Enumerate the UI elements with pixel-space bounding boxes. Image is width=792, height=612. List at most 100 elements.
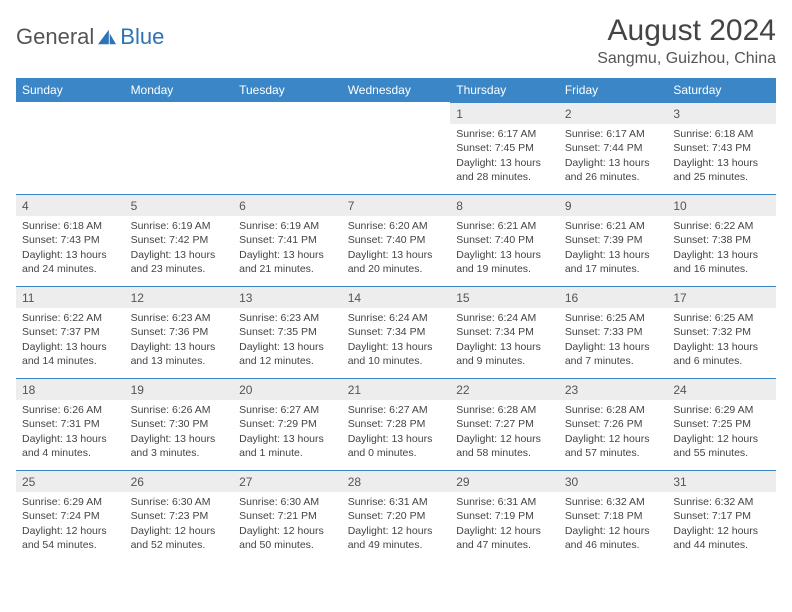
daylight-text: Daylight: 13 hours and 1 minute. [239,432,336,460]
sail-icon [96,28,118,46]
day-header: Tuesday [233,78,342,102]
sunrise-text: Sunrise: 6:23 AM [131,311,228,325]
calendar-week: 4Sunrise: 6:18 AMSunset: 7:43 PMDaylight… [16,194,776,286]
sunrise-text: Sunrise: 6:32 AM [673,495,770,509]
daylight-text: Daylight: 12 hours and 46 minutes. [565,524,662,552]
daylight-text: Daylight: 13 hours and 7 minutes. [565,340,662,368]
calendar-day: 31Sunrise: 6:32 AMSunset: 7:17 PMDayligh… [667,470,776,562]
sunrise-text: Sunrise: 6:19 AM [131,219,228,233]
calendar-day: 1Sunrise: 6:17 AMSunset: 7:45 PMDaylight… [450,102,559,194]
sunrise-text: Sunrise: 6:30 AM [131,495,228,509]
day-details: Sunrise: 6:29 AMSunset: 7:25 PMDaylight:… [667,400,776,464]
sunset-text: Sunset: 7:34 PM [348,325,445,339]
day-details: Sunrise: 6:27 AMSunset: 7:29 PMDaylight:… [233,400,342,464]
day-details: Sunrise: 6:27 AMSunset: 7:28 PMDaylight:… [342,400,451,464]
sunset-text: Sunset: 7:21 PM [239,509,336,523]
calendar-day: 29Sunrise: 6:31 AMSunset: 7:19 PMDayligh… [450,470,559,562]
sunset-text: Sunset: 7:27 PM [456,417,553,431]
calendar-day [342,102,451,194]
sunrise-text: Sunrise: 6:30 AM [239,495,336,509]
day-number: 6 [233,194,342,216]
day-header-row: Sunday Monday Tuesday Wednesday Thursday… [16,78,776,102]
sunset-text: Sunset: 7:23 PM [131,509,228,523]
sunrise-text: Sunrise: 6:22 AM [22,311,119,325]
day-header: Thursday [450,78,559,102]
day-details: Sunrise: 6:26 AMSunset: 7:30 PMDaylight:… [125,400,234,464]
day-number: 13 [233,286,342,308]
daylight-text: Daylight: 12 hours and 52 minutes. [131,524,228,552]
sunrise-text: Sunrise: 6:20 AM [348,219,445,233]
day-details: Sunrise: 6:17 AMSunset: 7:45 PMDaylight:… [450,124,559,188]
day-details: Sunrise: 6:22 AMSunset: 7:37 PMDaylight:… [16,308,125,372]
sunset-text: Sunset: 7:39 PM [565,233,662,247]
sunset-text: Sunset: 7:32 PM [673,325,770,339]
day-details: Sunrise: 6:28 AMSunset: 7:27 PMDaylight:… [450,400,559,464]
calendar-day: 23Sunrise: 6:28 AMSunset: 7:26 PMDayligh… [559,378,668,470]
sunrise-text: Sunrise: 6:28 AM [456,403,553,417]
day-details: Sunrise: 6:21 AMSunset: 7:39 PMDaylight:… [559,216,668,280]
calendar-day: 10Sunrise: 6:22 AMSunset: 7:38 PMDayligh… [667,194,776,286]
day-number: 24 [667,378,776,400]
day-number: 2 [559,102,668,124]
calendar-day [233,102,342,194]
calendar-day: 3Sunrise: 6:18 AMSunset: 7:43 PMDaylight… [667,102,776,194]
calendar-day: 18Sunrise: 6:26 AMSunset: 7:31 PMDayligh… [16,378,125,470]
calendar-day: 25Sunrise: 6:29 AMSunset: 7:24 PMDayligh… [16,470,125,562]
day-number: 19 [125,378,234,400]
daylight-text: Daylight: 13 hours and 4 minutes. [22,432,119,460]
daylight-text: Daylight: 13 hours and 9 minutes. [456,340,553,368]
sunrise-text: Sunrise: 6:27 AM [239,403,336,417]
day-number: 12 [125,286,234,308]
day-number: 4 [16,194,125,216]
sunset-text: Sunset: 7:34 PM [456,325,553,339]
calendar-day: 22Sunrise: 6:28 AMSunset: 7:27 PMDayligh… [450,378,559,470]
day-number: 8 [450,194,559,216]
sunset-text: Sunset: 7:44 PM [565,141,662,155]
title-block: August 2024 Sangmu, Guizhou, China [597,14,776,68]
daylight-text: Daylight: 13 hours and 23 minutes. [131,248,228,276]
sunset-text: Sunset: 7:42 PM [131,233,228,247]
daylight-text: Daylight: 13 hours and 6 minutes. [673,340,770,368]
day-number: 15 [450,286,559,308]
day-details: Sunrise: 6:30 AMSunset: 7:21 PMDaylight:… [233,492,342,556]
calendar-day: 28Sunrise: 6:31 AMSunset: 7:20 PMDayligh… [342,470,451,562]
daylight-text: Daylight: 13 hours and 17 minutes. [565,248,662,276]
daylight-text: Daylight: 13 hours and 0 minutes. [348,432,445,460]
page-header: General Blue August 2024 Sangmu, Guizhou… [16,14,776,68]
day-details: Sunrise: 6:23 AMSunset: 7:35 PMDaylight:… [233,308,342,372]
day-details: Sunrise: 6:21 AMSunset: 7:40 PMDaylight:… [450,216,559,280]
brand-part2: Blue [120,24,164,50]
calendar-day: 5Sunrise: 6:19 AMSunset: 7:42 PMDaylight… [125,194,234,286]
daylight-text: Daylight: 12 hours and 44 minutes. [673,524,770,552]
month-title: August 2024 [597,14,776,48]
daylight-text: Daylight: 13 hours and 19 minutes. [456,248,553,276]
sunrise-text: Sunrise: 6:25 AM [565,311,662,325]
day-number: 20 [233,378,342,400]
daylight-text: Daylight: 13 hours and 13 minutes. [131,340,228,368]
sunset-text: Sunset: 7:33 PM [565,325,662,339]
brand-logo: General Blue [16,14,164,50]
daylight-text: Daylight: 13 hours and 24 minutes. [22,248,119,276]
day-header: Friday [559,78,668,102]
sunrise-text: Sunrise: 6:24 AM [456,311,553,325]
day-header: Monday [125,78,234,102]
day-details: Sunrise: 6:20 AMSunset: 7:40 PMDaylight:… [342,216,451,280]
day-details: Sunrise: 6:24 AMSunset: 7:34 PMDaylight:… [342,308,451,372]
day-details: Sunrise: 6:28 AMSunset: 7:26 PMDaylight:… [559,400,668,464]
sunrise-text: Sunrise: 6:28 AM [565,403,662,417]
calendar-day [125,102,234,194]
calendar-week: 1Sunrise: 6:17 AMSunset: 7:45 PMDaylight… [16,102,776,194]
calendar-day: 19Sunrise: 6:26 AMSunset: 7:30 PMDayligh… [125,378,234,470]
day-number: 22 [450,378,559,400]
calendar-day [16,102,125,194]
day-number: 21 [342,378,451,400]
sunrise-text: Sunrise: 6:22 AM [673,219,770,233]
daylight-text: Daylight: 12 hours and 55 minutes. [673,432,770,460]
day-details: Sunrise: 6:17 AMSunset: 7:44 PMDaylight:… [559,124,668,188]
sunset-text: Sunset: 7:19 PM [456,509,553,523]
day-details: Sunrise: 6:22 AMSunset: 7:38 PMDaylight:… [667,216,776,280]
day-number: 1 [450,102,559,124]
sunrise-text: Sunrise: 6:18 AM [22,219,119,233]
sunset-text: Sunset: 7:36 PM [131,325,228,339]
location-label: Sangmu, Guizhou, China [597,50,776,68]
